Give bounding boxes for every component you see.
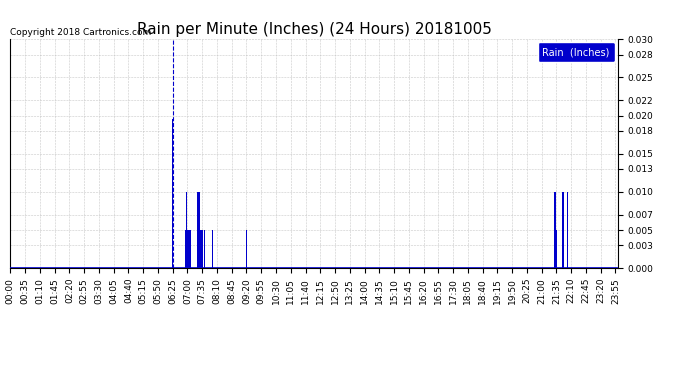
Legend: Rain  (Inches): Rain (Inches) (538, 42, 615, 62)
Title: Rain per Minute (Inches) (24 Hours) 20181005: Rain per Minute (Inches) (24 Hours) 2018… (137, 22, 491, 37)
Text: Copyright 2018 Cartronics.com: Copyright 2018 Cartronics.com (10, 28, 152, 37)
